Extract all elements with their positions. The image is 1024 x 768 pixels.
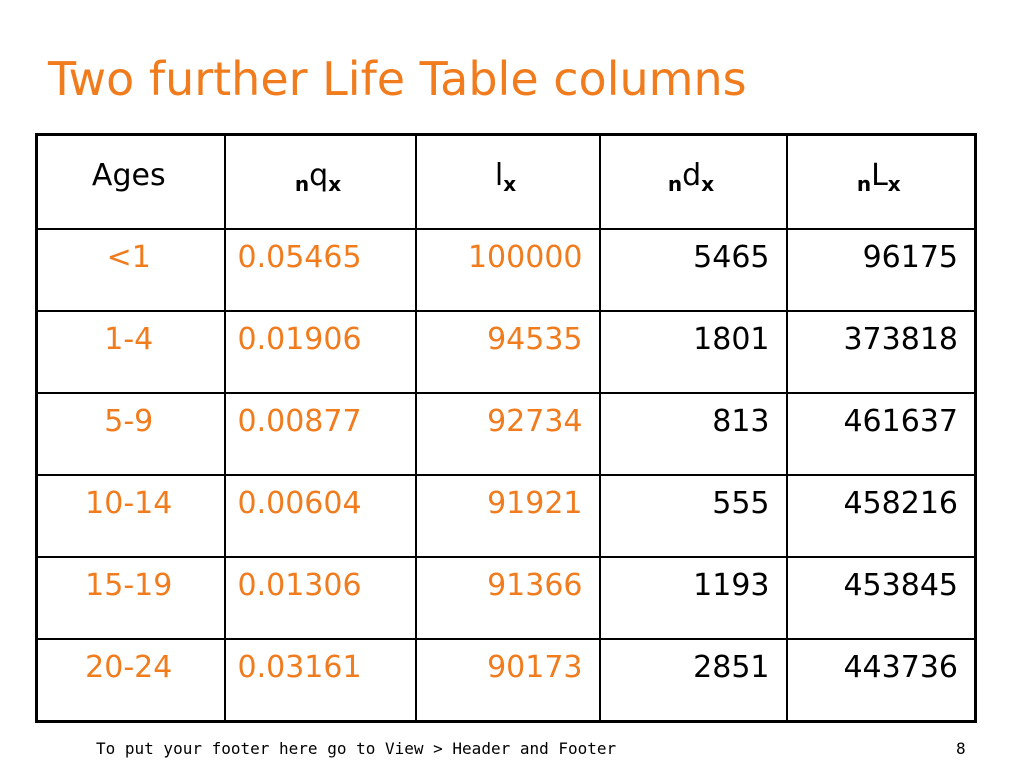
cell-ages: <1 xyxy=(35,228,226,312)
cell-ages: 5-9 xyxy=(35,392,226,476)
table-row: 1-4 0.01906 94535 1801 373818 xyxy=(35,310,977,394)
cell-nlx: 461637 xyxy=(785,392,977,476)
cell-lx: 92734 xyxy=(414,392,601,476)
table-row: 5-9 0.00877 92734 813 461637 xyxy=(35,392,977,476)
table-row: 10-14 0.00604 91921 555 458216 xyxy=(35,474,977,558)
cell-ndx: 1193 xyxy=(598,556,788,640)
header-ndx: ndx xyxy=(598,133,788,230)
cell-nlx: 373818 xyxy=(785,310,977,394)
cell-lx: 90173 xyxy=(414,638,601,723)
cell-ages: 10-14 xyxy=(35,474,226,558)
cell-ages: 15-19 xyxy=(35,556,226,640)
header-lx: lx xyxy=(414,133,601,230)
cell-ndx: 2851 xyxy=(598,638,788,723)
table-row: 20-24 0.03161 90173 2851 443736 xyxy=(35,638,977,723)
cell-nqx: 0.01306 xyxy=(223,556,417,640)
header-ages: Ages xyxy=(35,133,226,230)
header-prefix: n xyxy=(294,172,310,196)
header-symbol: q xyxy=(309,158,329,193)
header-symbol: l xyxy=(494,158,504,193)
cell-nqx: 0.00877 xyxy=(223,392,417,476)
cell-nlx: 443736 xyxy=(785,638,977,723)
header-prefix: n xyxy=(667,172,683,196)
header-symbol: L xyxy=(871,158,888,193)
cell-nqx: 0.00604 xyxy=(223,474,417,558)
header-prefix: n xyxy=(856,172,872,196)
slide-footer: To put your footer here go to View > Hea… xyxy=(96,739,617,758)
cell-lx: 100000 xyxy=(414,228,601,312)
cell-nqx: 0.03161 xyxy=(223,638,417,723)
header-subscript: x xyxy=(701,172,715,196)
table-header-row: Ages nqx lx ndx nLx xyxy=(35,133,977,230)
life-table: Ages nqx lx ndx nLx <1 0.05465 100000 54… xyxy=(35,133,977,723)
cell-nlx: 453845 xyxy=(785,556,977,640)
slide-title: Two further Life Table columns xyxy=(48,52,747,106)
cell-ndx: 5465 xyxy=(598,228,788,312)
cell-nqx: 0.01906 xyxy=(223,310,417,394)
cell-lx: 91366 xyxy=(414,556,601,640)
cell-lx: 94535 xyxy=(414,310,601,394)
header-nqx: nqx xyxy=(223,133,417,230)
cell-nlx: 458216 xyxy=(785,474,977,558)
header-subscript: x xyxy=(328,172,342,196)
table-row: <1 0.05465 100000 5465 96175 xyxy=(35,228,977,312)
cell-ages: 20-24 xyxy=(35,638,226,723)
table-row: 15-19 0.01306 91366 1193 453845 xyxy=(35,556,977,640)
cell-ndx: 813 xyxy=(598,392,788,476)
cell-ndx: 555 xyxy=(598,474,788,558)
cell-ages: 1-4 xyxy=(35,310,226,394)
header-subscript: x xyxy=(887,172,901,196)
cell-nqx: 0.05465 xyxy=(223,228,417,312)
cell-ndx: 1801 xyxy=(598,310,788,394)
cell-lx: 91921 xyxy=(414,474,601,558)
header-subscript: x xyxy=(503,172,517,196)
header-symbol: d xyxy=(682,158,702,193)
page-number: 8 xyxy=(956,739,966,758)
header-nlx: nLx xyxy=(785,133,977,230)
cell-nlx: 96175 xyxy=(785,228,977,312)
